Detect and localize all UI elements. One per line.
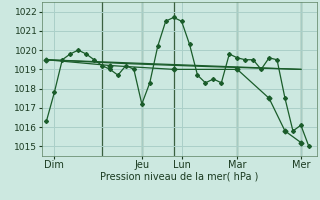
X-axis label: Pression niveau de la mer( hPa ): Pression niveau de la mer( hPa )	[100, 172, 258, 182]
